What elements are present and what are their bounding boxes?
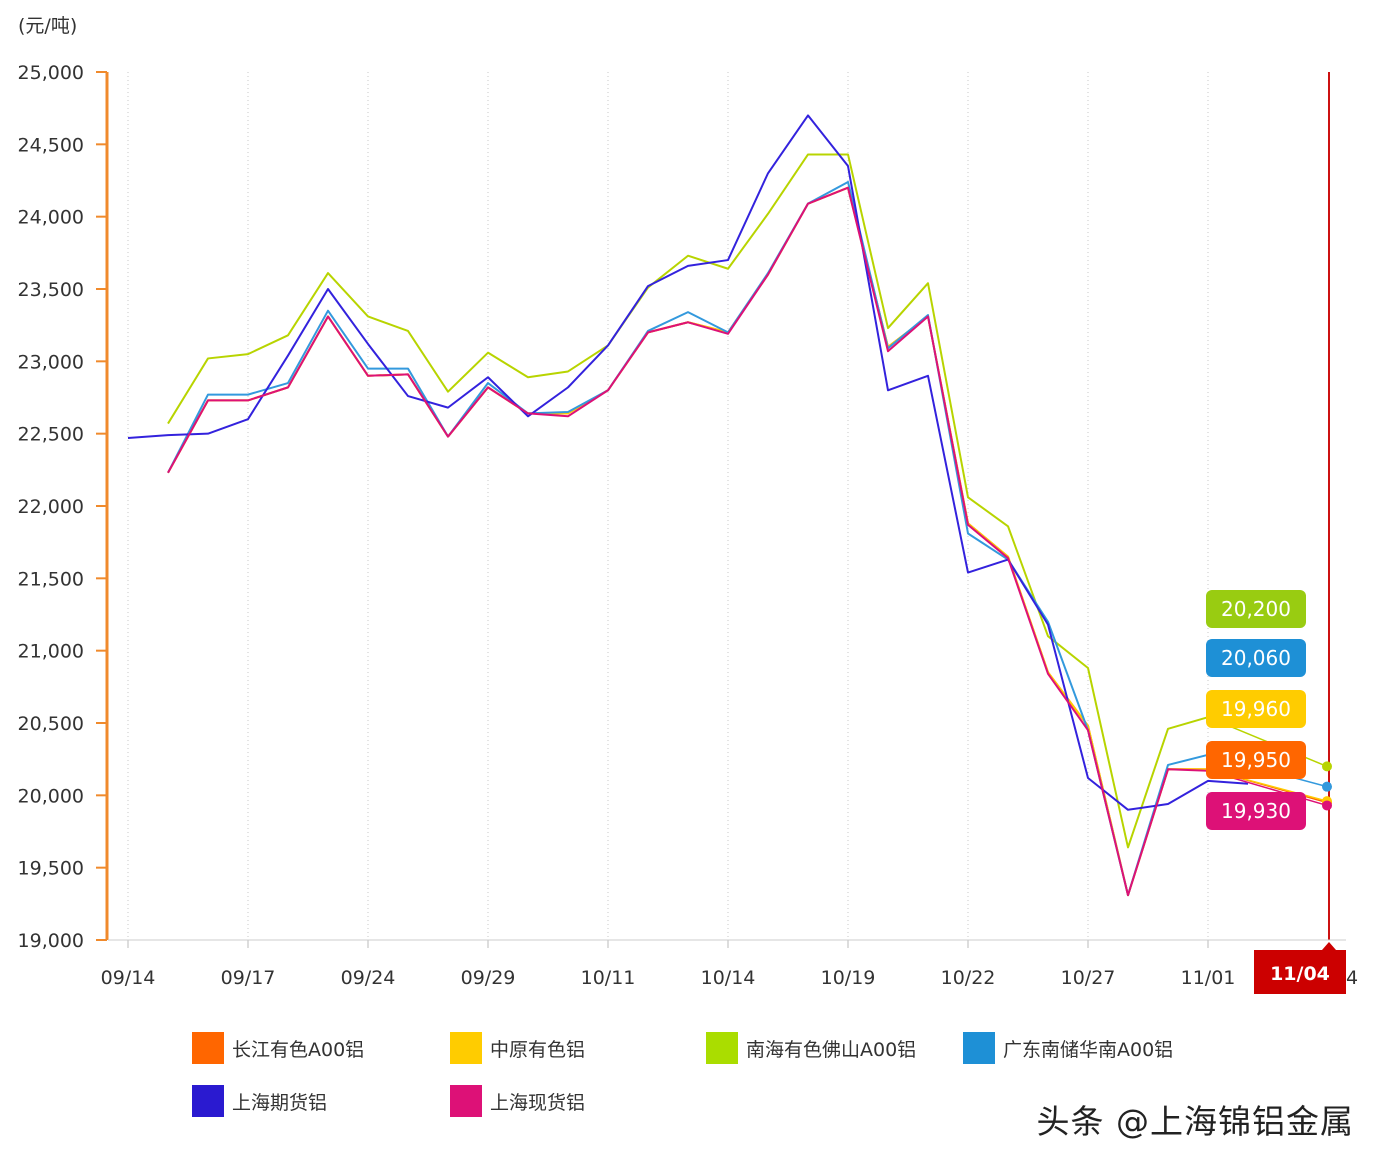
y-tick-label: 25,000 <box>18 62 84 84</box>
series-line <box>127 114 1249 811</box>
value-label: 20,060 <box>1206 639 1306 677</box>
legend-swatch <box>450 1085 482 1117</box>
x-tick-label: 10/11 <box>581 967 636 989</box>
value-label-box <box>1206 639 1306 677</box>
legend-label: 南海有色佛山A00铝 <box>746 1038 917 1061</box>
y-tick-label: 19,500 <box>18 858 84 880</box>
series-line <box>167 180 1209 897</box>
legend-label: 上海期货铝 <box>232 1091 328 1114</box>
x-tick-label: 10/27 <box>1061 967 1116 989</box>
legend-swatch <box>963 1032 995 1064</box>
value-label: 19,950 <box>1206 741 1306 779</box>
x-tick-label: 11/01 <box>1181 967 1236 989</box>
y-tick-label: 22,000 <box>18 496 84 518</box>
legend-label: 长江有色A00铝 <box>232 1038 365 1061</box>
value-label: 19,960 <box>1206 690 1306 728</box>
series-line <box>167 186 1209 897</box>
y-tick-label: 23,000 <box>18 351 84 373</box>
series-group <box>167 153 1332 849</box>
series-group <box>167 186 1332 897</box>
y-tick-label: 23,500 <box>18 279 84 301</box>
value-label-text: 19,950 <box>1221 748 1291 772</box>
x-tick-label: 09/29 <box>461 967 516 989</box>
x-tick-label: 10/22 <box>941 967 996 989</box>
legend-item[interactable]: 上海期货铝 <box>192 1085 327 1117</box>
series-line <box>167 153 1209 849</box>
legend-label: 上海现货铝 <box>490 1091 586 1114</box>
y-tick-label: 20,500 <box>18 713 84 735</box>
value-label-text: 20,200 <box>1221 597 1291 621</box>
x-tick-label: 10/19 <box>821 967 876 989</box>
value-label-box <box>1206 690 1306 728</box>
x-tick-label: 10/14 <box>701 967 756 989</box>
series-group <box>167 186 1332 897</box>
value-label-box <box>1206 590 1306 628</box>
legend-swatch <box>192 1032 224 1064</box>
series-end-point <box>1322 800 1332 811</box>
legend-label: 广东南储华南A00铝 <box>1003 1038 1174 1061</box>
value-label-text: 19,930 <box>1221 799 1291 823</box>
series-group <box>167 186 1332 897</box>
watermark: 头条 @上海锦铝金属 <box>1036 1102 1354 1141</box>
value-label: 20,200 <box>1206 590 1306 628</box>
y-tick-label: 24,000 <box>18 207 84 229</box>
legend-item[interactable]: 广东南储华南A00铝 <box>963 1032 1173 1064</box>
legend-swatch <box>192 1085 224 1117</box>
x-tick-label: 09/17 <box>221 967 276 989</box>
y-tick-label: 22,500 <box>18 424 84 446</box>
series-end-point <box>1322 761 1332 772</box>
legend-swatch <box>706 1032 738 1064</box>
legend-item[interactable]: 南海有色佛山A00铝 <box>706 1032 916 1064</box>
value-label-text: 20,060 <box>1221 646 1291 670</box>
y-tick-label: 21,500 <box>18 568 84 590</box>
legend-item[interactable]: 上海现货铝 <box>450 1085 585 1117</box>
legend-item[interactable]: 长江有色A00铝 <box>192 1032 364 1064</box>
y-unit-label: (元/吨) <box>18 15 77 37</box>
highlight-date-label: 11/04 <box>1270 963 1330 985</box>
x-tick-label: 09/24 <box>341 967 396 989</box>
highlight-date-box <box>1254 950 1346 994</box>
legend-item[interactable]: 中原有色铝 <box>450 1032 585 1064</box>
value-label-box <box>1206 792 1306 830</box>
highlight-date-pointer <box>1322 942 1336 950</box>
x-tick-label-partial: 4 <box>1346 967 1358 989</box>
value-label-box <box>1206 741 1306 779</box>
legend-swatch <box>450 1032 482 1064</box>
series-end-point <box>1322 781 1332 792</box>
y-tick-label: 20,000 <box>18 785 84 807</box>
legend-label: 中原有色铝 <box>490 1038 586 1061</box>
y-tick-label: 21,000 <box>18 641 84 663</box>
y-tick-label: 24,500 <box>18 134 84 156</box>
y-tick-label: 19,000 <box>18 930 84 952</box>
series-group <box>127 114 1249 811</box>
aluminum-price-chart: (元/吨) 25,000 24,500 24,000 23,500 23,000 22,5… <box>18 15 1358 994</box>
chart-legend: 长江有色A00铝 中原有色铝 南海有色佛山A00铝 广东南储华南A00铝 上海期… <box>0 1025 1384 1125</box>
value-label-text: 19,960 <box>1221 697 1291 721</box>
x-tick-label: 09/14 <box>101 967 156 989</box>
value-label: 19,930 <box>1206 792 1306 830</box>
